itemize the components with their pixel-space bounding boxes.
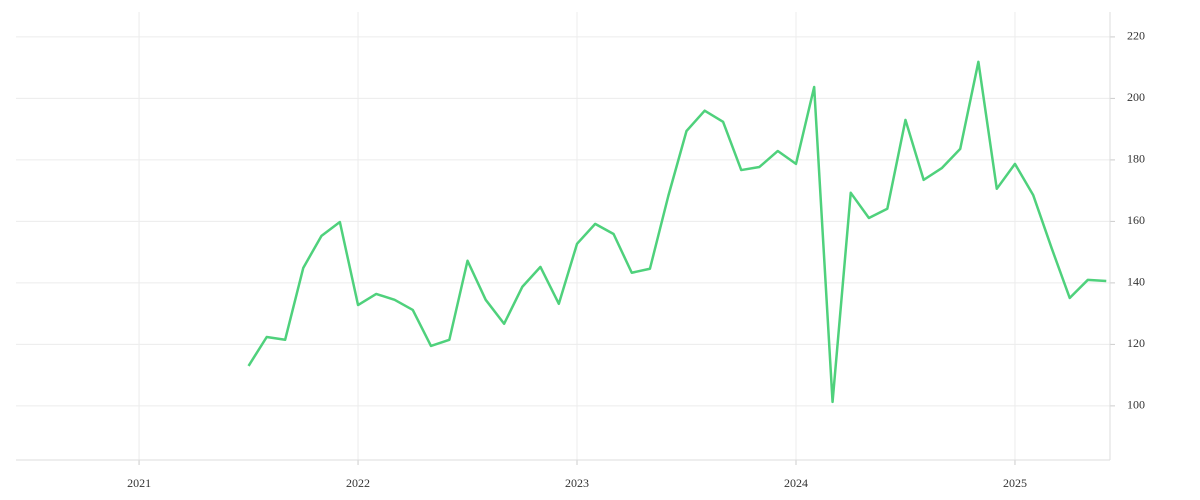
x-tick-label: 2025 bbox=[1003, 476, 1027, 490]
y-tick-label: 200 bbox=[1127, 90, 1145, 104]
y-tick-label: 220 bbox=[1127, 29, 1145, 43]
y-tick-label: 120 bbox=[1127, 336, 1145, 350]
y-tick-label: 160 bbox=[1127, 213, 1145, 227]
x-tick-label: 2021 bbox=[127, 476, 151, 490]
data-line bbox=[247, 60, 1107, 404]
x-tick-label: 2023 bbox=[565, 476, 589, 490]
x-tick-label: 2024 bbox=[784, 476, 808, 490]
y-tick-label: 180 bbox=[1127, 152, 1145, 166]
y-tick-label: 140 bbox=[1127, 275, 1145, 289]
y-tick-label: 100 bbox=[1127, 398, 1145, 412]
x-tick-label: 2022 bbox=[346, 476, 370, 490]
